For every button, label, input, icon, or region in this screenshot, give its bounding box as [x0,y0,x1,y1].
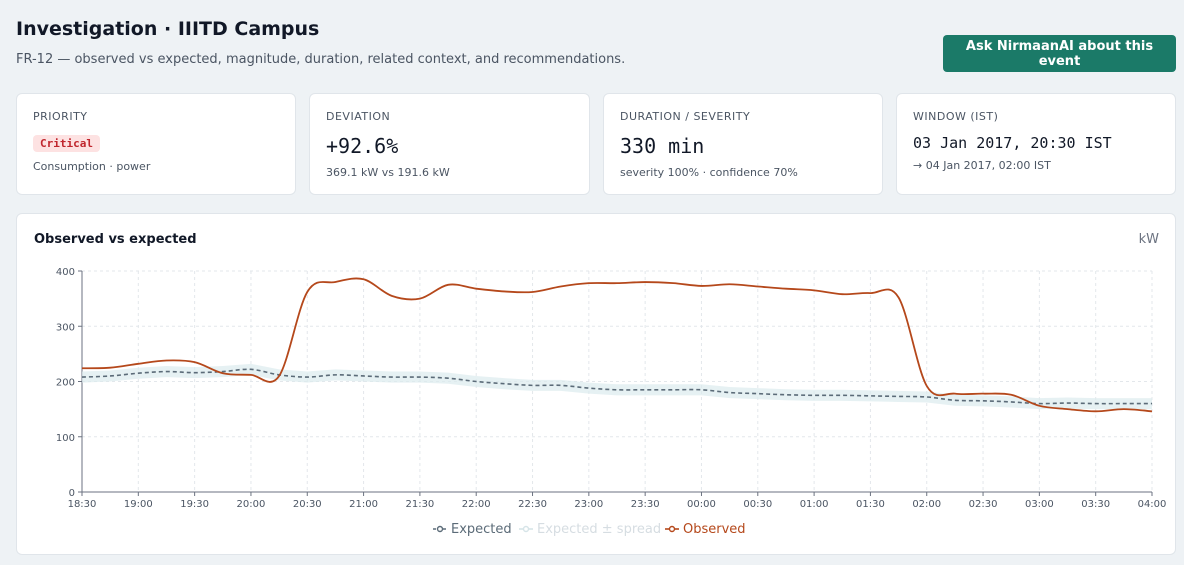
duration-value: 330 min [620,134,705,158]
x-tick-label: 00:00 [687,499,716,510]
page-subtitle: FR-12 — observed vs expected, magnitude,… [16,52,626,67]
y-tick-label: 100 [56,433,75,444]
x-tick-label: 18:30 [68,499,97,510]
x-tick-label: 23:00 [574,499,603,510]
window-sub: → 04 Jan 2017, 02:00 IST [913,159,1051,172]
deviation-label: DEVIATION [326,110,391,123]
x-tick-label: 22:30 [518,499,547,510]
chart-unit: kW [1138,232,1159,247]
x-tick-label: 04:00 [1138,499,1167,510]
ask-nirmaanai-button[interactable]: Ask NirmaanAI about this event [943,35,1176,72]
x-tick-label: 20:30 [293,499,322,510]
chart-card: Observed vs expected kW 0 100 200 300 400 18:… [16,213,1176,555]
page-header: Investigation · IIITD Campus FR-12 — obs… [16,18,916,67]
x-tick-label: 22:00 [462,499,491,510]
x-tick-label: 21:00 [349,499,378,510]
priority-card: PRIORITY Critical Consumption · power [16,93,296,195]
deviation-value: +92.6% [326,134,399,158]
y-tick-label: 400 [56,267,75,278]
observed-line [81,277,1153,413]
x-tick-label: 21:30 [405,499,434,510]
x-tick-label: 02:00 [912,499,941,510]
chart-title: Observed vs expected [34,232,197,247]
duration-card: DURATION / SEVERITY 330 min severity 100… [603,93,883,195]
duration-sub: severity 100% · confidence 70% [620,166,798,179]
y-tick-label: 200 [56,378,75,389]
page-title: Investigation · IIITD Campus [16,18,320,40]
legend-observed-marker [668,525,676,533]
legend-spread-label: Expected ± spread [537,522,661,537]
legend-observed-label: Observed [683,522,746,537]
legend-expected-marker [436,525,444,533]
window-card: WINDOW (IST) 03 Jan 2017, 20:30 IST → 04… [896,93,1176,195]
x-tick-label: 20:00 [237,499,266,510]
x-tick-label: 01:30 [856,499,885,510]
x-tick-label: 03:30 [1081,499,1110,510]
y-tick-label: 300 [56,322,75,333]
x-tick-label: 19:00 [124,499,153,510]
y-tick-label: 0 [69,488,75,499]
x-tick-label: 19:30 [180,499,209,510]
deviation-sub: 369.1 kW vs 191.6 kW [326,166,450,179]
legend-spread-marker [522,525,530,533]
x-tick-label: 02:30 [969,499,998,510]
duration-label: DURATION / SEVERITY [620,110,751,123]
legend-expected-label: Expected [451,522,512,537]
x-tick-label: 23:30 [631,499,660,510]
deviation-card: DEVIATION +92.6% 369.1 kW vs 191.6 kW [309,93,590,195]
observed-vs-expected-chart: 0 100 200 300 400 18:30 19:00 19:30 20:00 20:30 21… [56,267,1167,537]
expected-spread-band [82,363,1152,410]
window-label: WINDOW (IST) [913,110,999,123]
x-tick-label: 00:30 [743,499,772,510]
priority-sub: Consumption · power [33,160,151,173]
x-tick-label: 03:00 [1025,499,1054,510]
priority-badge: Critical [33,135,100,152]
x-tick-label: 01:00 [800,499,829,510]
priority-label: PRIORITY [33,110,88,123]
window-value: 03 Jan 2017, 20:30 IST [913,134,1112,152]
expected-line [81,368,1152,405]
